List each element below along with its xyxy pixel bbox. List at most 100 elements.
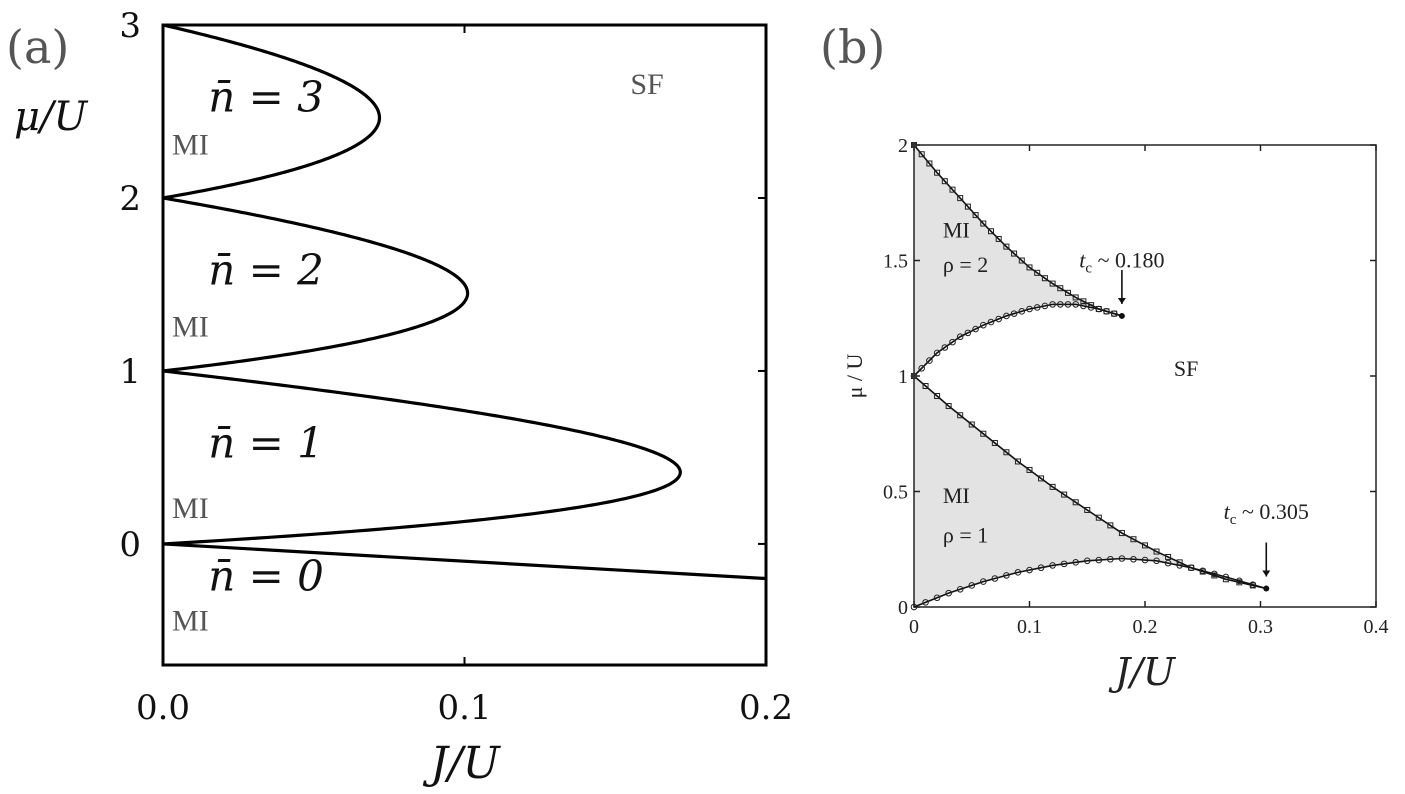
data-point: [911, 373, 917, 379]
data-point: [1061, 491, 1068, 498]
data-point: [980, 321, 987, 329]
data-point: [1142, 542, 1148, 549]
data-point: [1107, 522, 1114, 529]
region-label: MI: [943, 483, 970, 508]
data-point: [1003, 312, 1010, 320]
data-point: [1095, 514, 1102, 521]
x-tick-label: 0: [909, 616, 919, 638]
mi-region-rho1: [914, 376, 1267, 607]
sf-label: SF: [630, 68, 663, 101]
data-point: [957, 412, 964, 419]
data-point: [941, 344, 949, 351]
data-point: [1010, 310, 1018, 317]
data-point: [1018, 308, 1026, 315]
data-point: [1095, 556, 1103, 564]
data-point: [1083, 557, 1091, 565]
data-point: [1065, 289, 1071, 296]
data-point: [1110, 310, 1118, 317]
x-tick-label: 0.0: [136, 688, 190, 728]
boundary-line-0: [913, 144, 1123, 317]
filling-label: n̄ = 0: [208, 552, 324, 601]
data-point: [991, 575, 999, 582]
critical-point: [1263, 585, 1270, 592]
x-axis-label: J/U: [1108, 650, 1177, 694]
data-point: [1038, 475, 1045, 482]
data-point: [1026, 305, 1033, 313]
data-point: [1011, 250, 1018, 257]
data-point: [1057, 301, 1064, 308]
filling-label: n̄ = 3: [208, 72, 324, 121]
data-point: [1057, 285, 1064, 292]
data-point: [1037, 564, 1045, 572]
data-point: [964, 329, 972, 337]
data-point: [922, 383, 929, 390]
x-tick-label: 0.1: [437, 688, 491, 728]
data-point: [934, 169, 941, 176]
data-point: [1014, 458, 1021, 465]
data-point: [945, 403, 952, 410]
data-point: [1118, 555, 1126, 562]
data-point: [1064, 301, 1072, 308]
mott-insulator-regions: [914, 145, 1267, 607]
data-point: [1026, 466, 1033, 473]
n0-boundary: [162, 542, 767, 581]
region-label: ρ = 2: [943, 252, 988, 277]
tick-labels: 0 1 2 3 0.0 0.1 0.2: [119, 6, 793, 728]
x-tick-label: 0.1: [1017, 616, 1042, 638]
data-point: [1103, 308, 1110, 315]
phase-boundaries: [162, 23, 767, 581]
y-tick-label: 1.5: [883, 251, 908, 273]
critical-point: [1118, 312, 1125, 319]
data-point: [949, 338, 956, 346]
data-point: [991, 439, 998, 446]
y-tick-label: 0.5: [883, 482, 908, 504]
y-tick-label: 3: [119, 6, 141, 46]
data-point: [1003, 572, 1010, 579]
data-point: [995, 235, 1002, 242]
y-axis-label: μ / U: [842, 353, 867, 398]
boundary-line-3: [913, 557, 1267, 608]
sf-label: SF: [1174, 356, 1198, 381]
data-point: [956, 333, 964, 341]
y-tick-label: 2: [119, 179, 141, 219]
data-point: [926, 160, 933, 167]
mott-lobe-n3: [162, 23, 382, 200]
tick-labels: 0 0.5 1 1.5 2 0 0.1 0.2 0.3 0.4: [883, 135, 1389, 638]
data-point: [1003, 243, 1010, 250]
panel-b: (b) 0 0.5 1 1.5 2 0 0.1 0.2 0.3 0.4 MI ρ = 2 MI ρ = …: [820, 20, 1389, 694]
data-point: [1222, 573, 1230, 581]
data-point: [1033, 304, 1041, 311]
mi-label: MI: [172, 492, 209, 525]
y-tick-label: 2: [898, 135, 908, 157]
data-point: [1018, 257, 1025, 264]
data-point: [910, 603, 918, 611]
y-tick-label: 1: [119, 352, 141, 392]
data-point: [1072, 559, 1079, 566]
x-tick-label: 0.3: [1248, 616, 1273, 638]
data-point: [1164, 559, 1172, 567]
mi-region-rho2: [914, 145, 1122, 376]
data-point: [918, 151, 925, 158]
data-point: [988, 228, 994, 235]
panel-label: (a): [6, 20, 69, 74]
data-point: [918, 365, 926, 372]
data-point: [1095, 305, 1103, 313]
data-point: [1041, 302, 1049, 310]
data-point: [933, 349, 941, 357]
x-tick-label: 0.2: [739, 688, 793, 728]
data-point: [1130, 536, 1137, 543]
filling-label: n̄ = 2: [208, 245, 324, 294]
data-point: [972, 325, 979, 333]
data-point: [933, 594, 941, 602]
data-point: [1041, 275, 1048, 282]
data-point: [1080, 302, 1087, 310]
data-point: [957, 195, 964, 202]
data-point: [1072, 499, 1079, 506]
region-label: ρ = 1: [943, 522, 988, 547]
data-point: [1049, 280, 1056, 287]
data-point: [1072, 294, 1079, 301]
y-tick-label: 0: [898, 597, 908, 619]
mott-lobe-n2: [162, 196, 470, 373]
data-point: [941, 178, 948, 185]
